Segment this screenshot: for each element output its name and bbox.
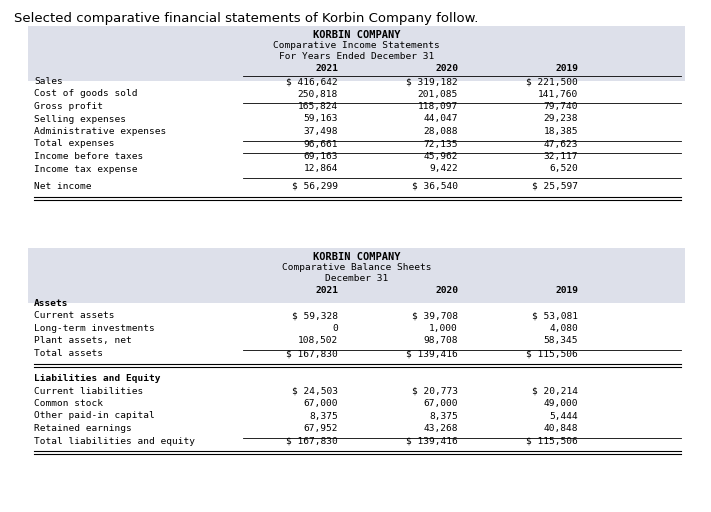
Text: $ 36,540: $ 36,540 bbox=[412, 182, 458, 191]
Text: Comparative Balance Sheets: Comparative Balance Sheets bbox=[282, 263, 432, 272]
Text: 37,498: 37,498 bbox=[304, 127, 338, 136]
Text: Selected comparative financial statements of Korbin Company follow.: Selected comparative financial statement… bbox=[14, 12, 479, 25]
Text: 2019: 2019 bbox=[555, 64, 578, 73]
Text: $ 53,081: $ 53,081 bbox=[532, 311, 578, 321]
Text: 12,864: 12,864 bbox=[304, 164, 338, 174]
Text: $ 20,773: $ 20,773 bbox=[412, 387, 458, 395]
Text: 5,444: 5,444 bbox=[550, 412, 578, 420]
Text: $ 416,642: $ 416,642 bbox=[287, 77, 338, 86]
Text: 43,268: 43,268 bbox=[424, 424, 458, 433]
Text: 96,661: 96,661 bbox=[304, 139, 338, 148]
Text: 1,000: 1,000 bbox=[429, 324, 458, 333]
Text: 44,047: 44,047 bbox=[424, 115, 458, 123]
Text: Current assets: Current assets bbox=[34, 311, 114, 321]
Text: Total assets: Total assets bbox=[34, 349, 103, 358]
Text: Total liabilities and equity: Total liabilities and equity bbox=[34, 437, 195, 445]
Text: 9,422: 9,422 bbox=[429, 164, 458, 174]
Text: $ 139,416: $ 139,416 bbox=[406, 349, 458, 358]
Text: 2020: 2020 bbox=[435, 286, 458, 295]
Text: Income tax expense: Income tax expense bbox=[34, 164, 137, 174]
Text: 79,740: 79,740 bbox=[543, 102, 578, 111]
Text: Gross profit: Gross profit bbox=[34, 102, 103, 111]
Bar bbox=[28, 26, 685, 238]
Text: $ 319,182: $ 319,182 bbox=[406, 77, 458, 86]
Text: 8,375: 8,375 bbox=[309, 412, 338, 420]
Text: Common stock: Common stock bbox=[34, 399, 103, 408]
Text: Cost of goods sold: Cost of goods sold bbox=[34, 90, 137, 98]
Text: 72,135: 72,135 bbox=[424, 139, 458, 148]
Text: Comparative Income Statements: Comparative Income Statements bbox=[273, 41, 440, 50]
Text: 69,163: 69,163 bbox=[304, 152, 338, 161]
Text: Administrative expenses: Administrative expenses bbox=[34, 127, 166, 136]
Text: 2021: 2021 bbox=[315, 64, 338, 73]
Text: 28,088: 28,088 bbox=[424, 127, 458, 136]
Text: $ 24,503: $ 24,503 bbox=[292, 387, 338, 395]
Text: 40,848: 40,848 bbox=[543, 424, 578, 433]
Text: $ 25,597: $ 25,597 bbox=[532, 182, 578, 191]
Text: Income before taxes: Income before taxes bbox=[34, 152, 143, 161]
Text: For Years Ended December 31: For Years Ended December 31 bbox=[279, 52, 434, 61]
Text: $ 59,328: $ 59,328 bbox=[292, 311, 338, 321]
Text: 0: 0 bbox=[332, 324, 338, 333]
Text: 67,000: 67,000 bbox=[424, 399, 458, 408]
Text: Liabilities and Equity: Liabilities and Equity bbox=[34, 374, 161, 383]
Text: 108,502: 108,502 bbox=[298, 336, 338, 346]
Text: 118,097: 118,097 bbox=[418, 102, 458, 111]
Text: 2021: 2021 bbox=[315, 286, 338, 295]
Text: $ 115,506: $ 115,506 bbox=[526, 349, 578, 358]
Text: $ 167,830: $ 167,830 bbox=[287, 349, 338, 358]
Text: $ 39,708: $ 39,708 bbox=[412, 311, 458, 321]
Text: $ 56,299: $ 56,299 bbox=[292, 182, 338, 191]
Text: 58,345: 58,345 bbox=[543, 336, 578, 346]
Text: 29,238: 29,238 bbox=[543, 115, 578, 123]
Text: Total expenses: Total expenses bbox=[34, 139, 114, 148]
Text: December 31: December 31 bbox=[325, 274, 388, 283]
Text: 67,000: 67,000 bbox=[304, 399, 338, 408]
Text: $ 167,830: $ 167,830 bbox=[287, 437, 338, 445]
Text: KORBIN COMPANY: KORBIN COMPANY bbox=[313, 30, 400, 40]
Text: 141,760: 141,760 bbox=[538, 90, 578, 98]
Text: Selling expenses: Selling expenses bbox=[34, 115, 126, 123]
Text: Sales: Sales bbox=[34, 77, 63, 86]
Text: $ 139,416: $ 139,416 bbox=[406, 437, 458, 445]
Text: 18,385: 18,385 bbox=[543, 127, 578, 136]
Text: 47,623: 47,623 bbox=[543, 139, 578, 148]
Text: Retained earnings: Retained earnings bbox=[34, 424, 132, 433]
Text: 59,163: 59,163 bbox=[304, 115, 338, 123]
Text: 2019: 2019 bbox=[555, 286, 578, 295]
Text: Net income: Net income bbox=[34, 182, 92, 191]
Text: 49,000: 49,000 bbox=[543, 399, 578, 408]
Text: 2020: 2020 bbox=[435, 64, 458, 73]
Text: 8,375: 8,375 bbox=[429, 412, 458, 420]
Text: Current liabilities: Current liabilities bbox=[34, 387, 143, 395]
Text: 98,708: 98,708 bbox=[424, 336, 458, 346]
Text: KORBIN COMPANY: KORBIN COMPANY bbox=[313, 252, 400, 262]
Bar bbox=[28, 81, 685, 238]
Bar bbox=[28, 303, 685, 508]
Text: 165,824: 165,824 bbox=[298, 102, 338, 111]
Text: 250,818: 250,818 bbox=[298, 90, 338, 98]
Text: Assets: Assets bbox=[34, 299, 68, 308]
Text: 67,952: 67,952 bbox=[304, 424, 338, 433]
Text: 45,962: 45,962 bbox=[424, 152, 458, 161]
Text: Plant assets, net: Plant assets, net bbox=[34, 336, 132, 346]
Bar bbox=[28, 248, 685, 508]
Text: Long-term investments: Long-term investments bbox=[34, 324, 155, 333]
Text: $ 221,500: $ 221,500 bbox=[526, 77, 578, 86]
Text: 201,085: 201,085 bbox=[418, 90, 458, 98]
Text: 32,117: 32,117 bbox=[543, 152, 578, 161]
Text: $ 115,506: $ 115,506 bbox=[526, 437, 578, 445]
Text: Other paid-in capital: Other paid-in capital bbox=[34, 412, 155, 420]
Text: 4,080: 4,080 bbox=[550, 324, 578, 333]
Text: 6,520: 6,520 bbox=[550, 164, 578, 174]
Text: $ 20,214: $ 20,214 bbox=[532, 387, 578, 395]
